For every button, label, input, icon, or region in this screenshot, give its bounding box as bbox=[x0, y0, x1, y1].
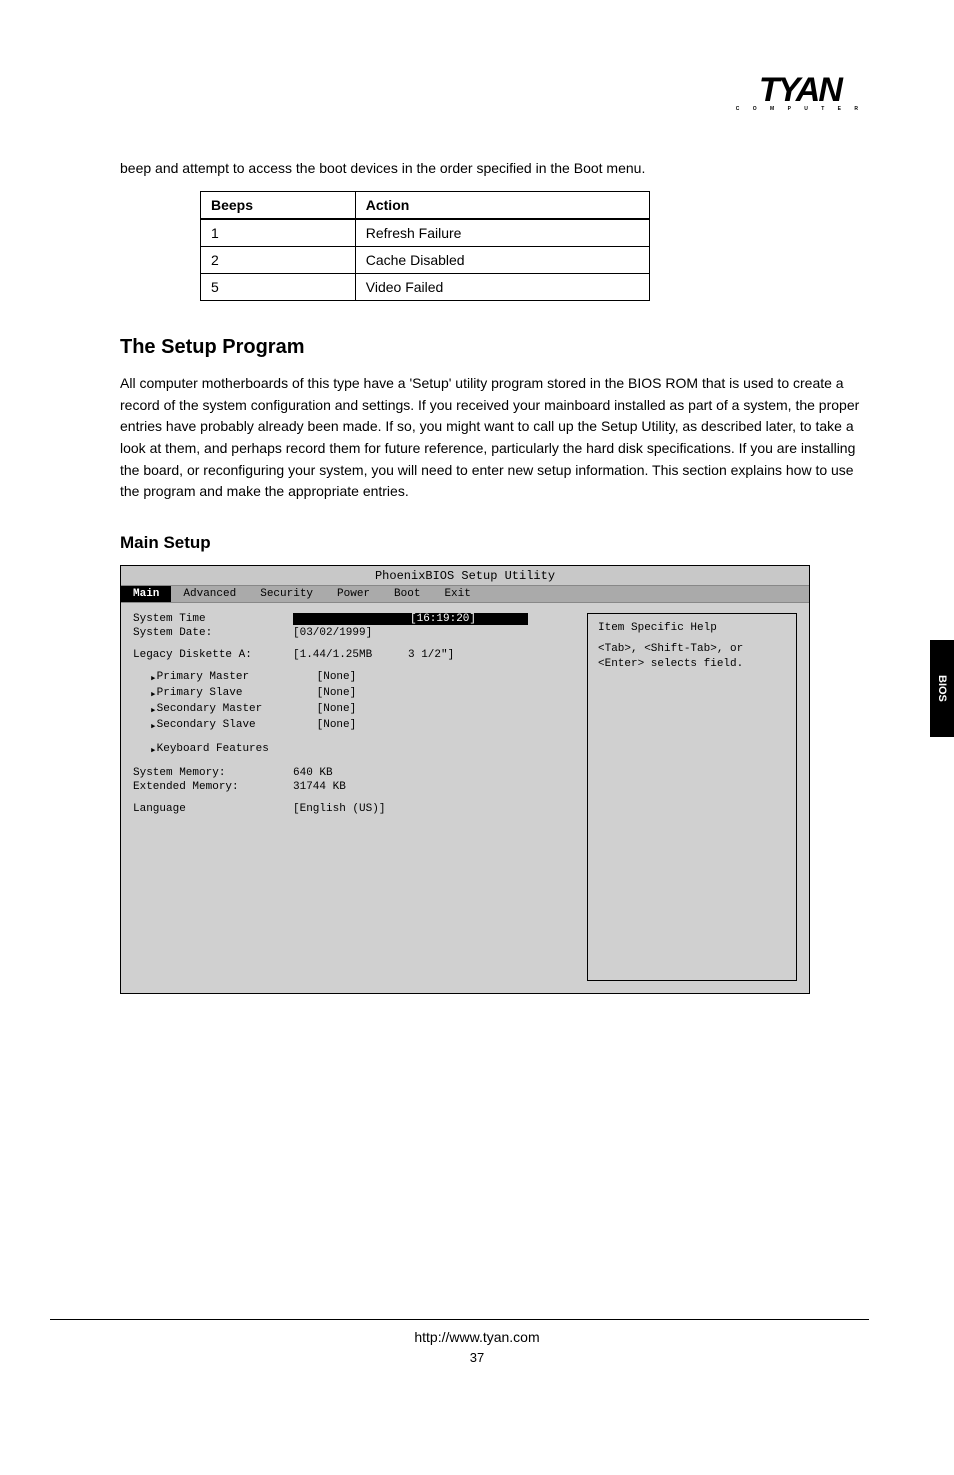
bios-menu-item[interactable]: Exit bbox=[432, 586, 482, 602]
bios-body: System Time [16:19:20] System Date: [03/… bbox=[121, 603, 809, 993]
bios-menu-item[interactable]: Advanced bbox=[171, 586, 248, 602]
footer-rule bbox=[50, 1319, 869, 1320]
bios-menubar: Main Advanced Security Power Boot Exit bbox=[121, 585, 809, 603]
bios-title: PhoenixBIOS Setup Utility bbox=[121, 566, 809, 585]
bios-field-row: System Memory: 640 KB bbox=[133, 767, 572, 779]
logo: TYAN C O M P U T E R bbox=[736, 75, 864, 112]
bios-field-row[interactable]: Language [English (US)] bbox=[133, 803, 572, 815]
bios-left-panel: System Time [16:19:20] System Date: [03/… bbox=[133, 613, 587, 981]
bios-field-row[interactable]: System Date: [03/02/1999] bbox=[133, 627, 572, 639]
logo-subtext: C O M P U T E R bbox=[736, 106, 864, 112]
bios-field-row[interactable]: ▸ Keyboard Features bbox=[133, 743, 572, 757]
table-row: 1 Refresh Failure bbox=[201, 219, 650, 247]
footer-url: http://www.tyan.com bbox=[0, 1329, 954, 1345]
bios-field-row[interactable]: ▸ Secondary Slave[None] bbox=[133, 719, 572, 733]
table-row: 2 Cache Disabled bbox=[201, 247, 650, 274]
bios-screenshot: PhoenixBIOS Setup Utility Main Advanced … bbox=[120, 565, 810, 994]
table-header-row: Beeps Action bbox=[201, 192, 650, 220]
logo-main: TYAN bbox=[736, 75, 864, 106]
bios-field-row[interactable]: ▸ Primary Slave[None] bbox=[133, 687, 572, 701]
bios-help-text: <Tab>, <Shift-Tab>, or <Enter> selects f… bbox=[598, 642, 786, 972]
bios-field-row[interactable]: Legacy Diskette A: [1.44/1.25MB 3 1/2"] bbox=[133, 649, 572, 661]
bios-field-row[interactable]: ▸ Secondary Master[None] bbox=[133, 703, 572, 717]
column-header: Beeps bbox=[201, 192, 356, 220]
bios-menu-item[interactable]: Security bbox=[248, 586, 325, 602]
bios-menu-item[interactable]: Boot bbox=[382, 586, 432, 602]
section-paragraph: All computer motherboards of this type h… bbox=[120, 373, 864, 503]
bios-field-row[interactable]: ▸ Primary Master[None] bbox=[133, 671, 572, 685]
bios-menu-item[interactable]: Power bbox=[325, 586, 382, 602]
bios-help-panel: Item Specific Help <Tab>, <Shift-Tab>, o… bbox=[587, 613, 797, 981]
bios-help-title: Item Specific Help bbox=[598, 622, 786, 634]
bios-field-row[interactable]: System Time [16:19:20] bbox=[133, 613, 572, 625]
page-number: 37 bbox=[0, 1350, 954, 1365]
column-header: Action bbox=[355, 192, 649, 220]
intro-text: beep and attempt to access the boot devi… bbox=[120, 160, 869, 176]
section-heading: The Setup Program bbox=[120, 336, 869, 359]
beep-codes-table: Beeps Action 1 Refresh Failure 2 Cache D… bbox=[200, 191, 650, 301]
bios-field-row: Extended Memory: 31744 KB bbox=[133, 781, 572, 793]
bios-menu-item[interactable]: Main bbox=[121, 586, 171, 602]
table-row: 5 Video Failed bbox=[201, 274, 650, 301]
subsection-heading: Main Setup bbox=[120, 533, 869, 553]
side-tab-bios: BIOS bbox=[930, 640, 954, 737]
